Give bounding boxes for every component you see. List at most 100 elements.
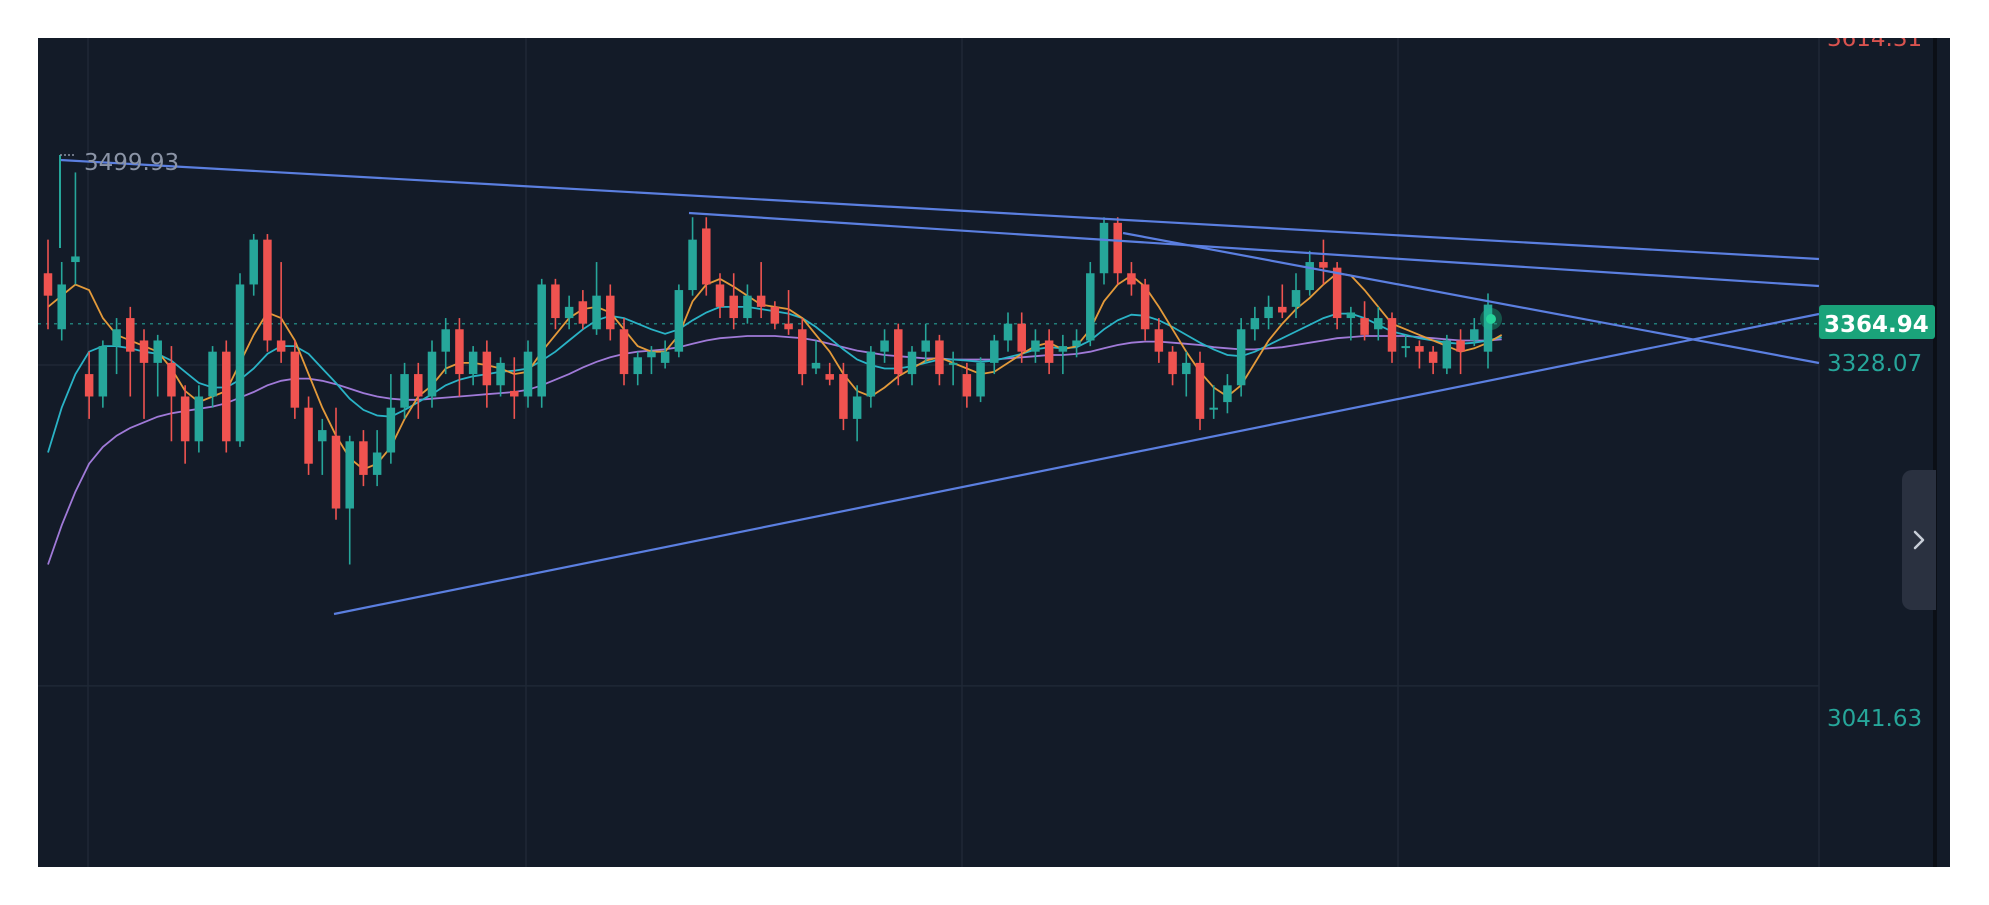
candle-body	[235, 284, 245, 442]
live-price-dot-core	[1486, 314, 1496, 324]
candle-body	[304, 407, 313, 464]
candle-body	[263, 239, 272, 341]
candle	[345, 435, 354, 565]
candle	[386, 374, 396, 464]
candle-body	[414, 374, 423, 397]
candlestick-chart[interactable]: 3499.93 3614.31 3328.07 3041.63 3364.94	[38, 38, 1950, 867]
candle-body	[825, 374, 834, 380]
candle-body	[1319, 262, 1328, 268]
candle-body	[770, 306, 780, 324]
candle	[825, 362, 834, 386]
scroll-right-button[interactable]	[1902, 470, 1936, 610]
candle	[153, 334, 162, 397]
candle	[414, 362, 423, 419]
candle	[359, 430, 368, 487]
candle	[57, 262, 66, 341]
candle	[660, 340, 670, 369]
candle-body	[427, 351, 437, 397]
candle-body	[1031, 340, 1040, 352]
candle-body	[510, 390, 519, 397]
candle-body	[98, 346, 108, 397]
candle-body	[1236, 329, 1246, 386]
candle-body	[71, 256, 80, 263]
candle-body	[1003, 323, 1013, 341]
candle-body	[1086, 273, 1095, 341]
price-axis-level-label: 3328.07	[1827, 351, 1922, 377]
swing-high-label: 3499.93	[84, 150, 179, 176]
candle-body	[180, 396, 190, 442]
candle-body	[523, 351, 533, 397]
candle-body	[1099, 222, 1109, 274]
candle-body	[880, 340, 889, 352]
candle-body	[318, 430, 327, 442]
candle-body	[290, 351, 300, 408]
candle-body	[1305, 262, 1314, 291]
candle-body	[811, 362, 821, 369]
candle	[1154, 318, 1164, 363]
candle	[1401, 334, 1410, 358]
candle	[400, 362, 409, 419]
candle	[304, 396, 313, 475]
candle-body	[1017, 323, 1026, 352]
candle	[921, 323, 930, 363]
candle	[935, 334, 944, 386]
candle	[1456, 329, 1465, 375]
candle-body	[702, 228, 711, 285]
trendline-upper-2[interactable]	[688, 211, 1820, 288]
ma-long-line	[47, 335, 1502, 565]
candle-body	[496, 362, 505, 386]
candle	[564, 295, 574, 330]
last-price-tag-label: 3364.94	[1824, 312, 1929, 338]
candle	[1099, 217, 1109, 285]
trendline-descending[interactable]	[1122, 231, 1820, 365]
candle-body	[839, 374, 848, 419]
grid	[87, 38, 1937, 867]
candle-body	[249, 239, 258, 285]
candle-body	[84, 374, 94, 397]
chart-panel[interactable]: 3499.93 3614.31 3328.07 3041.63 3364.94	[38, 38, 1950, 867]
candle-body	[674, 290, 684, 352]
trendlines[interactable]: 3499.93	[59, 150, 1820, 616]
candle-body	[537, 284, 546, 397]
candle-body	[167, 362, 176, 397]
candle	[578, 290, 588, 330]
candle	[427, 340, 437, 408]
candle	[1415, 340, 1424, 369]
candle	[784, 290, 793, 335]
candle	[139, 329, 149, 419]
price-axis-top-label: 3614.31	[1827, 38, 1922, 52]
candle	[798, 318, 807, 386]
candle	[633, 351, 642, 386]
candle-body	[455, 329, 464, 375]
candle-body	[592, 295, 601, 330]
candle	[647, 346, 656, 375]
candle-body	[976, 362, 985, 397]
candle-body	[57, 284, 66, 330]
candle	[1387, 312, 1397, 363]
candle	[455, 318, 464, 397]
price-axis: 3614.31 3328.07 3041.63 3364.94	[1819, 38, 1935, 732]
candle-body	[551, 284, 560, 319]
candle-body	[1278, 306, 1287, 313]
candle-body	[962, 374, 972, 397]
candle-body	[1387, 318, 1397, 352]
candle	[194, 385, 204, 453]
candle-body	[400, 374, 409, 408]
candle-body	[578, 301, 588, 324]
candle-body	[729, 295, 738, 319]
candle-body	[468, 351, 478, 375]
candle	[1483, 293, 1493, 369]
candle	[1072, 329, 1081, 358]
candle	[619, 318, 629, 386]
candle	[1250, 306, 1260, 341]
candle	[71, 172, 80, 285]
trendline-ascending[interactable]	[333, 312, 1820, 616]
candle	[1291, 273, 1301, 319]
candle	[962, 362, 972, 408]
candle	[441, 318, 450, 375]
candle-body	[153, 340, 162, 363]
candle	[523, 340, 533, 408]
candle-body	[743, 295, 752, 319]
candle	[468, 346, 478, 386]
trendline-upper[interactable]	[59, 158, 1820, 261]
